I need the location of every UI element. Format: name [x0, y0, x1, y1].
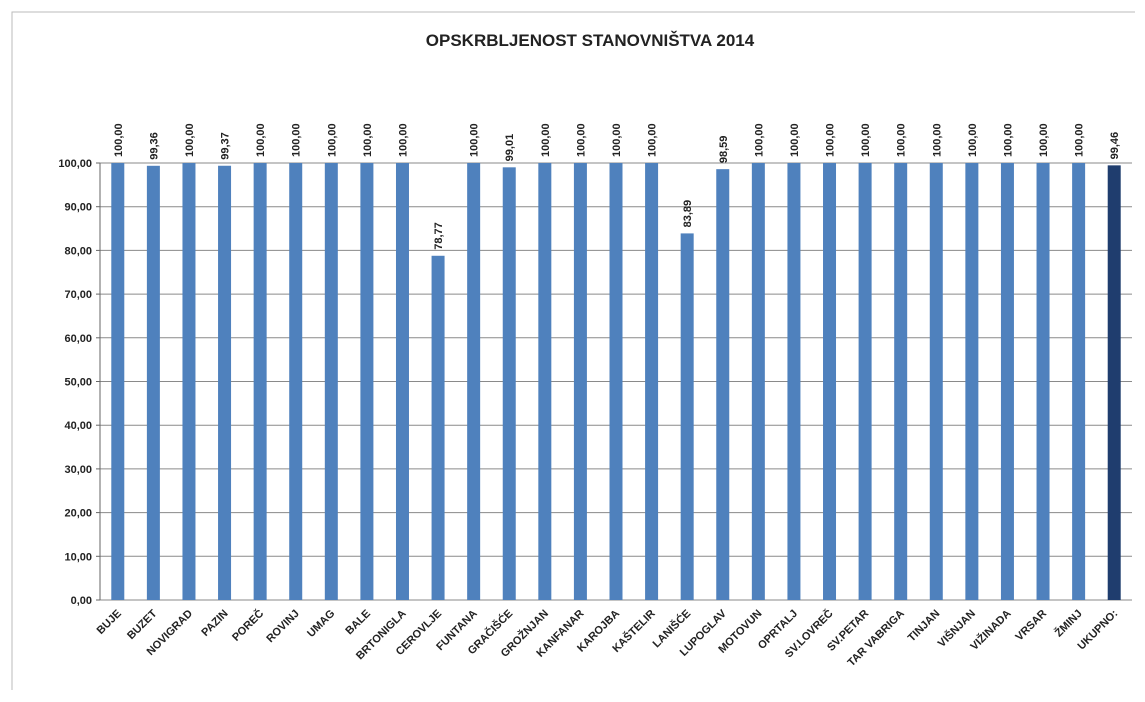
value-label: 100,00 — [896, 123, 908, 157]
value-label: 100,00 — [469, 123, 481, 157]
value-label: 100,00 — [611, 123, 623, 157]
x-tick-label: PAZIN — [199, 608, 230, 639]
bar — [716, 169, 730, 601]
value-label: 100,00 — [1038, 123, 1050, 157]
bar — [858, 163, 872, 600]
bar — [929, 163, 943, 600]
bar — [502, 167, 516, 600]
value-label: 100,00 — [362, 123, 374, 157]
value-label: 100,00 — [540, 123, 552, 157]
value-label: 100,00 — [291, 123, 303, 157]
y-tick-label: 100,00 — [58, 158, 92, 170]
value-label: 99,37 — [220, 132, 232, 160]
bar — [965, 163, 979, 600]
value-label: 100,00 — [184, 123, 196, 157]
y-tick-label: 10,00 — [64, 551, 92, 563]
bar — [111, 163, 125, 600]
value-label: 100,00 — [326, 123, 338, 157]
value-label: 100,00 — [860, 123, 872, 157]
x-tick-label: VRSAR — [1013, 608, 1049, 644]
value-label: 98,59 — [718, 136, 730, 164]
y-tick-label: 90,00 — [64, 202, 92, 214]
bar — [1072, 163, 1086, 600]
x-tick-label: UMAG — [305, 608, 337, 640]
x-tick-label: ROVINJ — [264, 608, 301, 645]
value-label: 100,00 — [753, 123, 765, 157]
y-tick-label: 30,00 — [64, 464, 92, 476]
value-label: 83,89 — [682, 200, 694, 228]
bar — [1107, 165, 1121, 600]
bar — [609, 163, 623, 600]
bar — [573, 163, 587, 600]
bar — [645, 163, 659, 600]
bar — [324, 163, 338, 600]
bar — [395, 163, 409, 600]
bar — [1000, 163, 1014, 600]
x-tick-label: BUJE — [95, 608, 124, 637]
y-tick-label: 70,00 — [64, 289, 92, 301]
y-tick-label: 50,00 — [64, 377, 92, 389]
value-label: 100,00 — [967, 123, 979, 157]
value-label: 100,00 — [1074, 123, 1086, 157]
bar — [1036, 163, 1050, 600]
x-tick-label: BUZET — [125, 607, 160, 642]
bar — [253, 163, 267, 600]
bar — [787, 163, 801, 600]
value-label: 100,00 — [825, 123, 837, 157]
value-label: 100,00 — [575, 123, 587, 157]
x-tick-label: POREČ — [229, 607, 266, 644]
y-tick-label: 80,00 — [64, 245, 92, 257]
value-label: 100,00 — [397, 123, 409, 157]
x-tick-label: TINJAN — [906, 608, 943, 645]
value-label: 100,00 — [255, 123, 267, 157]
value-label: 100,00 — [1002, 123, 1014, 157]
value-label: 78,77 — [433, 222, 445, 250]
bar — [218, 165, 232, 600]
value-label: 100,00 — [789, 123, 801, 157]
bar — [182, 163, 196, 600]
y-tick-label: 40,00 — [64, 420, 92, 432]
value-label: 100,00 — [647, 123, 659, 157]
bar — [538, 163, 552, 600]
bar — [823, 163, 837, 600]
bar — [360, 163, 374, 600]
y-tick-label: 20,00 — [64, 508, 92, 520]
bar — [467, 163, 481, 600]
value-label: 100,00 — [931, 123, 943, 157]
value-label: 99,36 — [148, 132, 160, 160]
value-label: 99,01 — [504, 134, 516, 162]
bar — [431, 255, 445, 601]
bar — [751, 163, 765, 600]
bar — [289, 163, 303, 600]
x-tick-label: BALE — [343, 608, 373, 638]
bar — [894, 163, 908, 600]
bar — [146, 165, 160, 600]
value-label: 99,46 — [1109, 132, 1121, 160]
x-tick-label: ŽMINJ — [1052, 607, 1085, 640]
y-tick-label: 60,00 — [64, 333, 92, 345]
bar — [680, 233, 694, 600]
y-tick-label: 0,00 — [71, 595, 92, 607]
chart-title: OPSKRBLJENOST STANOVNIŠTVA 2014 — [426, 31, 755, 50]
value-label: 100,00 — [113, 123, 125, 157]
chart-frame — [11, 11, 1135, 690]
